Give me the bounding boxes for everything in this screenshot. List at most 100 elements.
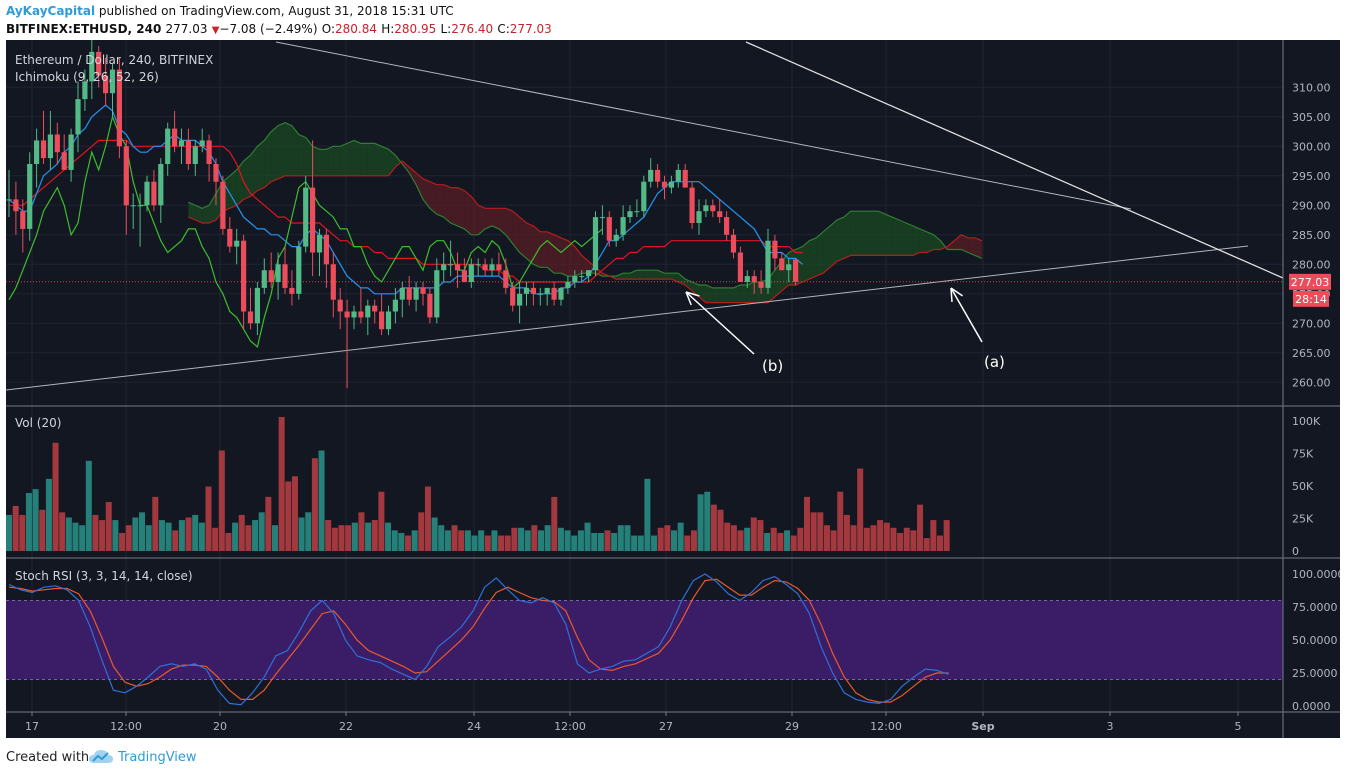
volume-bar (225, 532, 232, 551)
volume-bar (504, 535, 511, 551)
cloud-segment (347, 140, 354, 176)
candle-body (475, 264, 481, 266)
candle-body (558, 287, 564, 300)
time-tick-label: 27 (659, 720, 673, 733)
volume-bar (671, 530, 677, 551)
chart-header: AyKayCapital published on TradingView.co… (0, 0, 1348, 40)
volume-bar (611, 532, 618, 551)
cloud-segment (878, 211, 886, 256)
volume-bar (198, 522, 205, 551)
volume-tick-label: 75K (1292, 448, 1314, 461)
candle-body (75, 99, 81, 135)
candle-body (579, 276, 585, 278)
candle-body (172, 128, 178, 147)
volume-bar (930, 520, 937, 551)
candle-body (696, 211, 702, 223)
candle-body (689, 187, 695, 223)
volume-bar (378, 491, 385, 551)
volume-tick-label: 100K (1292, 415, 1321, 428)
cloud-segment (719, 287, 727, 303)
symbol-label: BITFINEX:ETHUSD, 240 (6, 22, 162, 36)
candle-body (461, 270, 467, 282)
volume-bar (325, 520, 332, 551)
volume-tick-label: 0 (1292, 545, 1299, 558)
volume-bar (498, 535, 505, 551)
volume-bar (119, 532, 126, 551)
candle-body (379, 311, 385, 330)
cloud-segment (333, 146, 341, 176)
candle-body (572, 276, 578, 282)
cloud-segment (664, 273, 672, 280)
span-b-line (188, 160, 983, 304)
volume-bar (637, 535, 644, 551)
volume-bar (923, 538, 930, 551)
cloud-segment (519, 217, 527, 259)
candle-body (351, 311, 357, 318)
cloud-segment (285, 122, 292, 176)
candle-body (6, 199, 12, 201)
candle-body (634, 211, 640, 213)
candle-body (137, 205, 143, 207)
volume-bar (371, 520, 378, 551)
volume-bar (438, 525, 445, 551)
candle-body (365, 305, 371, 318)
candle-body (337, 299, 343, 312)
volume-bar (245, 525, 252, 551)
volume-bar (631, 535, 638, 551)
price-change: −7.08 (−2.49%) (219, 22, 318, 36)
volume-bar (710, 504, 717, 551)
time-tick-label: 17 (25, 720, 39, 733)
volume-bar (571, 535, 578, 551)
candle-body (151, 181, 157, 206)
author-name[interactable]: AyKayCapital (6, 4, 96, 18)
chart-canvas[interactable]: 310.00 305.00 300.00 295.00 290.00 285.00 280.… (6, 40, 1340, 738)
volume-bar (318, 450, 325, 551)
volume-bar (937, 535, 943, 551)
volume-bar (917, 504, 924, 551)
candle-body (427, 293, 433, 318)
volume-bar (25, 493, 32, 551)
volume-bar (830, 530, 837, 551)
volume-bar (897, 532, 904, 551)
volume-bar (451, 525, 458, 551)
cloud-segment (381, 146, 389, 176)
volume-bar (750, 517, 757, 551)
stoch-pane-title: Stoch RSI (3, 3, 14, 14, close) (15, 569, 193, 583)
cloud-segment (961, 234, 969, 253)
volume-bar (677, 522, 684, 551)
candle-body (682, 169, 688, 188)
time-tick-label: Sep (971, 720, 994, 733)
open-label: O: (321, 22, 335, 36)
low-value: 276.40 (451, 22, 494, 36)
candle-body (303, 187, 309, 247)
volume-bar (285, 481, 292, 551)
volume-bar (398, 532, 405, 551)
candle-body (358, 311, 364, 318)
cloud-segment (643, 270, 651, 280)
volume-bar (32, 489, 39, 551)
cloud-segment (512, 211, 520, 253)
candle-body (744, 276, 750, 282)
stoch-band (6, 600, 1283, 680)
volume-bar (132, 517, 139, 551)
candle-body (399, 287, 405, 300)
cloud-segment (278, 122, 285, 179)
volume-bar (651, 535, 658, 551)
volume-bar (458, 530, 465, 551)
stoch-tick-label: 0.0000 (1292, 700, 1331, 713)
volume-bar (79, 525, 86, 551)
volume-bar (65, 517, 72, 551)
cloud-segment (802, 240, 810, 282)
created-with-label: Created with (6, 750, 90, 765)
stoch-tick-label: 25.0000 (1292, 667, 1338, 680)
volume-bar (617, 525, 624, 551)
volume-bar (152, 496, 159, 551)
tradingview-link[interactable]: TradingView (118, 750, 197, 765)
volume-bar (478, 530, 485, 551)
candle-body (448, 264, 454, 266)
cloud-segment (416, 172, 423, 200)
volume-bar (903, 527, 910, 551)
candle-body (323, 234, 329, 265)
cloud-segment (816, 231, 824, 277)
price-tick-label: 260.00 (1292, 376, 1331, 389)
